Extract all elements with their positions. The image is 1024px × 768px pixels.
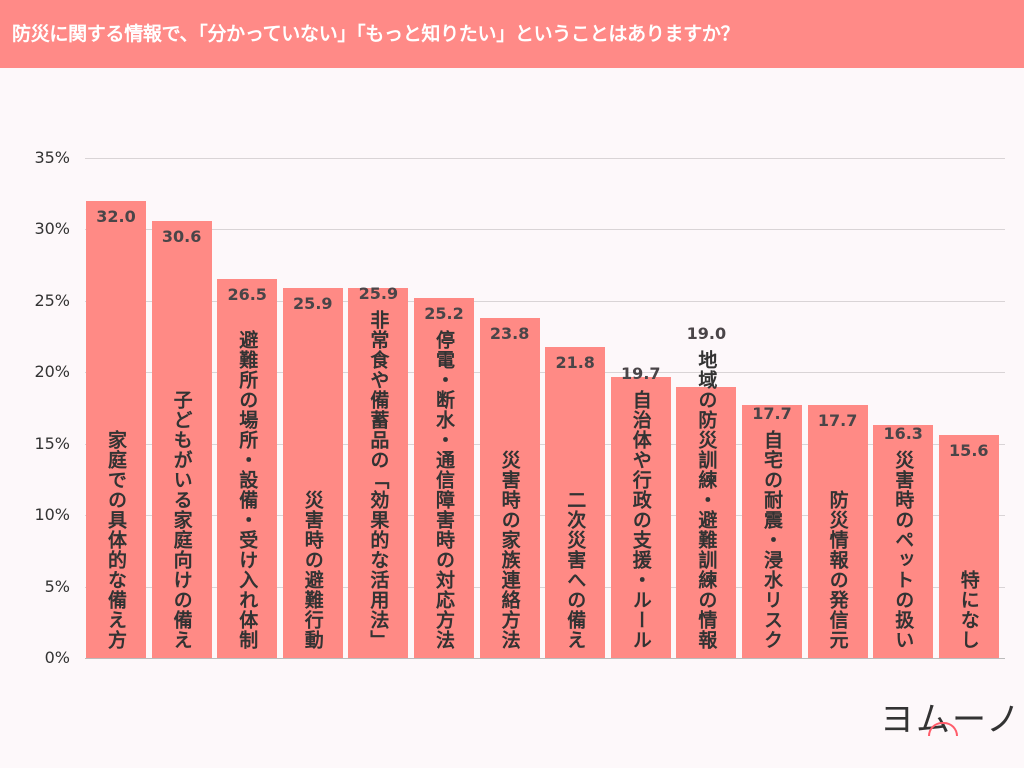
bar bbox=[479, 318, 540, 658]
bar bbox=[742, 405, 802, 658]
gridline bbox=[85, 443, 1005, 445]
gridline bbox=[85, 158, 1005, 159]
value-label: 30.6 bbox=[161, 226, 202, 246]
gridline bbox=[85, 586, 1005, 588]
value-label: 15.6 bbox=[949, 441, 989, 461]
bar bbox=[938, 435, 999, 658]
category-label: 災害時のペットの扱い bbox=[892, 450, 915, 650]
category-label: 自宅の耐震・浸水リスク bbox=[761, 430, 783, 650]
y-tick-label: 25% bbox=[34, 290, 70, 310]
value-label: 32.0 bbox=[96, 206, 136, 226]
category-label: 災害時の避難行動 bbox=[301, 490, 324, 650]
bar bbox=[86, 200, 146, 658]
gridline bbox=[85, 372, 1005, 374]
y-tick-label: 15% bbox=[34, 433, 70, 453]
value-label: 26.5 bbox=[227, 285, 267, 305]
value-label: 19.7 bbox=[621, 364, 661, 383]
value-label: 17.7 bbox=[752, 404, 792, 423]
value-label: 16.3 bbox=[883, 424, 923, 443]
bar bbox=[151, 220, 212, 658]
value-label: 25.2 bbox=[424, 304, 464, 323]
bar bbox=[282, 288, 343, 658]
category-label: 非常食や備蓄品の「効果的な活用法」 bbox=[367, 310, 390, 650]
bar bbox=[873, 425, 934, 658]
category-label: 自治体や行政の支援・ルール bbox=[629, 390, 652, 650]
category-label: 災害時の家族連絡方法 bbox=[498, 450, 521, 650]
category-label: 特になし bbox=[957, 570, 980, 650]
y-tick-label: 35% bbox=[34, 148, 70, 167]
bar bbox=[414, 298, 474, 658]
category-label: 停電・断水・通信障害時の対応方法 bbox=[433, 330, 455, 650]
gridline bbox=[85, 229, 1005, 231]
value-label: 21.8 bbox=[555, 352, 595, 372]
bar bbox=[545, 346, 606, 658]
category-label: 家庭での具体的な備え方 bbox=[105, 430, 127, 650]
bar bbox=[676, 386, 737, 658]
y-tick-label: 5% bbox=[44, 576, 70, 596]
category-label: 子どもがいる家庭向けの備え bbox=[170, 390, 193, 650]
value-label: 25.9 bbox=[293, 294, 333, 313]
bar bbox=[807, 405, 868, 658]
category-label: 地域の防災訓練・避難訓練の情報 bbox=[695, 350, 718, 650]
y-tick-label: 30% bbox=[34, 219, 70, 239]
value-label: 17.7 bbox=[817, 411, 858, 431]
y-tick-label: 10% bbox=[34, 505, 70, 525]
value-label: 19.0 bbox=[686, 324, 727, 343]
category-label: 二次災害への備え bbox=[564, 490, 587, 650]
gridline bbox=[85, 515, 1005, 517]
gridline bbox=[85, 300, 1005, 302]
y-tick-label: 0% bbox=[44, 648, 70, 667]
category-label: 防災情報の発信元 bbox=[826, 490, 849, 650]
bar bbox=[610, 376, 671, 658]
y-tick-label: 20% bbox=[34, 362, 70, 382]
x-axis bbox=[85, 658, 1005, 659]
chart-title: 防災に関する情報で、「分かっていない」「もっと知りたい」ということはありますか？ bbox=[0, 0, 1024, 68]
value-label: 23.8 bbox=[489, 324, 530, 343]
bar bbox=[217, 279, 278, 658]
bar bbox=[348, 288, 409, 658]
category-label: 避難所の場所・設備・受け入れ体制 bbox=[236, 330, 259, 650]
value-label: 25.9 bbox=[358, 284, 399, 303]
